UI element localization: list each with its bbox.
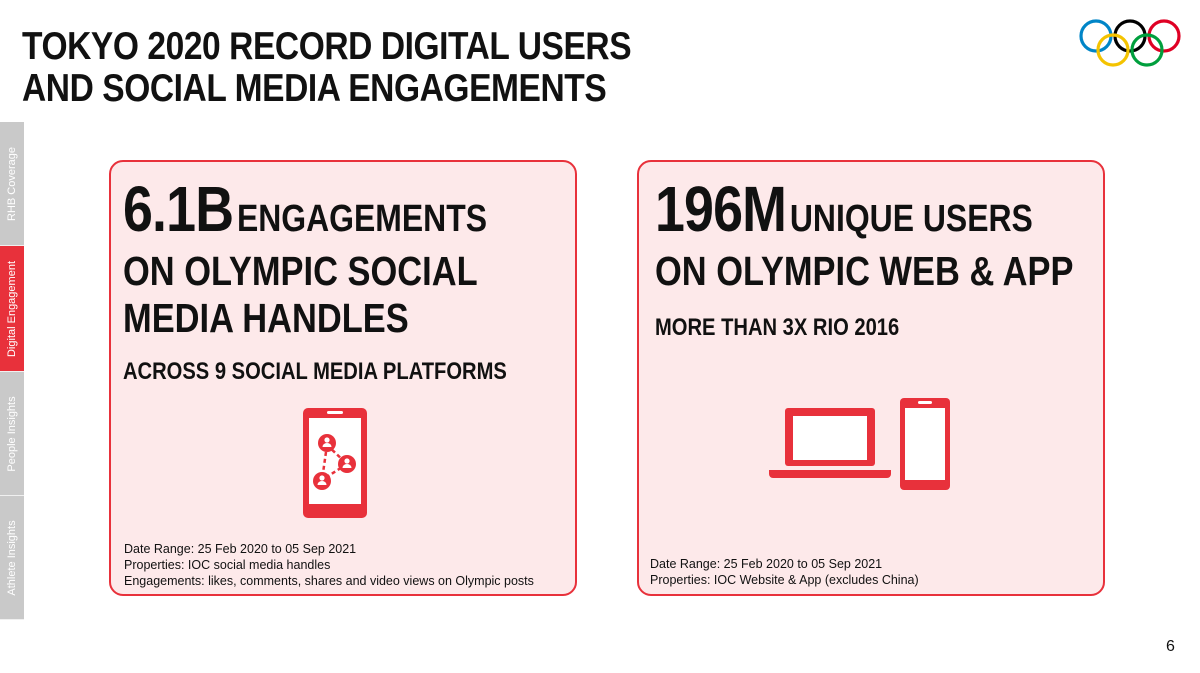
engagements-unit: ENGAGEMENTS bbox=[236, 198, 488, 240]
page-title-line1: TOKYO 2020 RECORD DIGITAL USERS bbox=[22, 25, 632, 68]
users-unit: UNIQUE USERS bbox=[789, 198, 1033, 240]
side-tab-label: RHB Coverage bbox=[6, 146, 18, 221]
laptop-and-smartphone-icon bbox=[769, 398, 950, 490]
page-title: TOKYO 2020 RECORD DIGITAL USERS AND SOCI… bbox=[22, 25, 632, 110]
engagements-subheadline-line2: MEDIA HANDLES bbox=[123, 295, 409, 341]
side-tab-rhb-coverage[interactable]: RHB Coverage bbox=[0, 122, 24, 246]
side-tab-label: Athlete Insights bbox=[6, 519, 18, 596]
side-tab-athlete-insights[interactable]: Athlete Insights bbox=[0, 496, 24, 620]
platforms-caption: ACROSS 9 SOCIAL MEDIA PLATFORMS bbox=[123, 358, 507, 385]
footnote-date-range: Date Range: 25 Feb 2020 to 05 Sep 2021 bbox=[650, 557, 883, 571]
page-title-line2: AND SOCIAL MEDIA ENGAGEMENTS bbox=[22, 67, 607, 110]
engagements-footnotes: Date Range: 25 Feb 2020 to 05 Sep 2021 P… bbox=[124, 541, 534, 589]
users-value: 196M bbox=[655, 173, 787, 245]
side-tab-digital-engagement[interactable]: Digital Engagement bbox=[0, 246, 24, 372]
section-sidebar: RHB Coverage Digital Engagement People I… bbox=[0, 122, 24, 620]
engagements-headline: 6.1B ENGAGEMENTS bbox=[123, 176, 487, 242]
engagements-subheadline-line1: ON OLYMPIC SOCIAL bbox=[123, 248, 478, 294]
footnote-engagements-definition: Engagements: likes, comments, shares and… bbox=[124, 574, 534, 588]
footnote-properties: Properties: IOC social media handles bbox=[124, 558, 331, 572]
side-tab-label: Digital Engagement bbox=[6, 260, 18, 357]
laptop-icon bbox=[769, 408, 891, 478]
engagements-subheadline: ON OLYMPIC SOCIAL MEDIA HANDLES bbox=[123, 248, 478, 342]
engagements-card: 6.1B ENGAGEMENTS ON OLYMPIC SOCIAL MEDIA… bbox=[109, 160, 577, 596]
smartphone-icon bbox=[900, 398, 950, 490]
engagements-value: 6.1B bbox=[123, 173, 234, 245]
olympic-rings-logo bbox=[1079, 19, 1181, 67]
page-number: 6 bbox=[1166, 638, 1175, 655]
footnote-date-range: Date Range: 25 Feb 2020 to 05 Sep 2021 bbox=[124, 542, 357, 556]
footnote-properties: Properties: IOC Website & App (excludes … bbox=[650, 573, 919, 587]
side-tab-label: People Insights bbox=[6, 395, 18, 472]
users-subheadline: ON OLYMPIC WEB & APP bbox=[655, 248, 1074, 294]
side-tab-people-insights[interactable]: People Insights bbox=[0, 372, 24, 496]
rio-comparison-caption: MORE THAN 3X RIO 2016 bbox=[655, 314, 900, 341]
phone-social-network-icon bbox=[303, 408, 367, 518]
users-headline: 196M UNIQUE USERS bbox=[655, 176, 1033, 242]
users-footnotes: Date Range: 25 Feb 2020 to 05 Sep 2021 P… bbox=[650, 556, 919, 588]
unique-users-card: 196M UNIQUE USERS ON OLYMPIC WEB & APP M… bbox=[637, 160, 1105, 596]
